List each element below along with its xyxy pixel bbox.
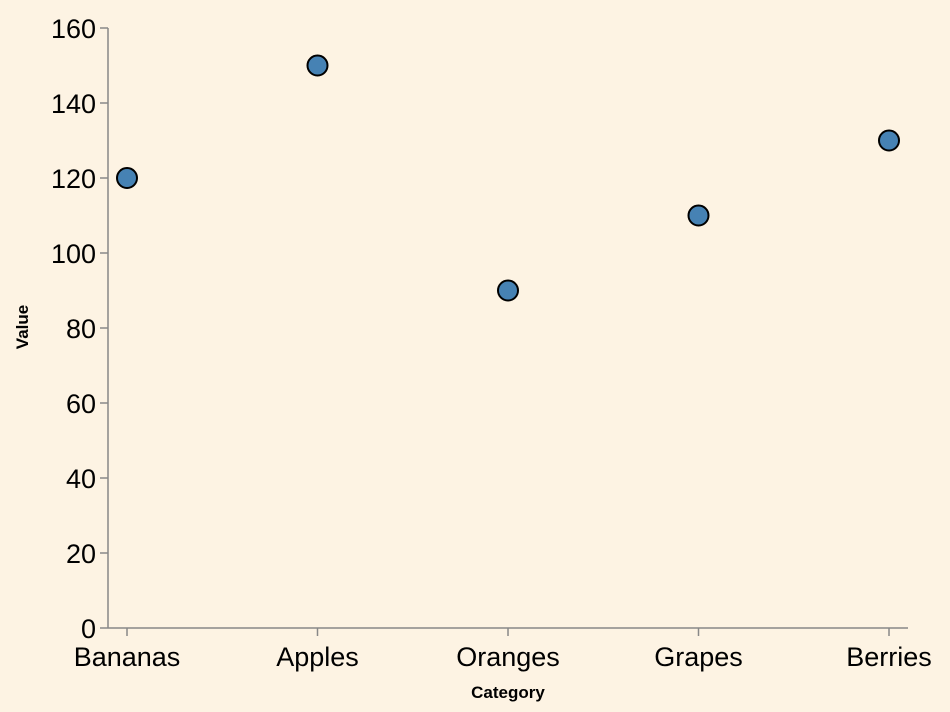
x-tick-label-berries: Berries [846, 642, 932, 672]
x-tick-label-bananas: Bananas [74, 642, 181, 672]
y-tick-label: 60 [66, 389, 96, 419]
y-axis-title: Value [13, 305, 32, 349]
x-tick-label-oranges: Oranges [456, 642, 560, 672]
y-tick-label: 120 [51, 164, 96, 194]
x-axis: Bananas Apples Oranges Grapes Berries [74, 627, 932, 672]
y-tick-label: 40 [66, 464, 96, 494]
x-axis-title: Category [471, 683, 545, 702]
y-tick-label: 0 [81, 614, 96, 644]
y-axis: 0 20 40 60 80 100 120 140 160 [51, 14, 109, 644]
y-tick-label: 100 [51, 239, 96, 269]
data-points [116, 54, 900, 302]
y-tick-label: 20 [66, 539, 96, 569]
data-point-grapes[interactable] [687, 204, 710, 227]
y-tick-label: 160 [51, 14, 96, 44]
x-tick-label-grapes: Grapes [654, 642, 743, 672]
data-point-oranges[interactable] [497, 279, 519, 302]
data-point-apples[interactable] [306, 54, 329, 77]
y-tick-label: 80 [66, 314, 96, 344]
x-tick-label-apples: Apples [276, 642, 359, 672]
data-point-bananas[interactable] [116, 167, 138, 189]
data-point-berries[interactable] [878, 129, 900, 152]
y-tick-label: 140 [51, 89, 96, 119]
